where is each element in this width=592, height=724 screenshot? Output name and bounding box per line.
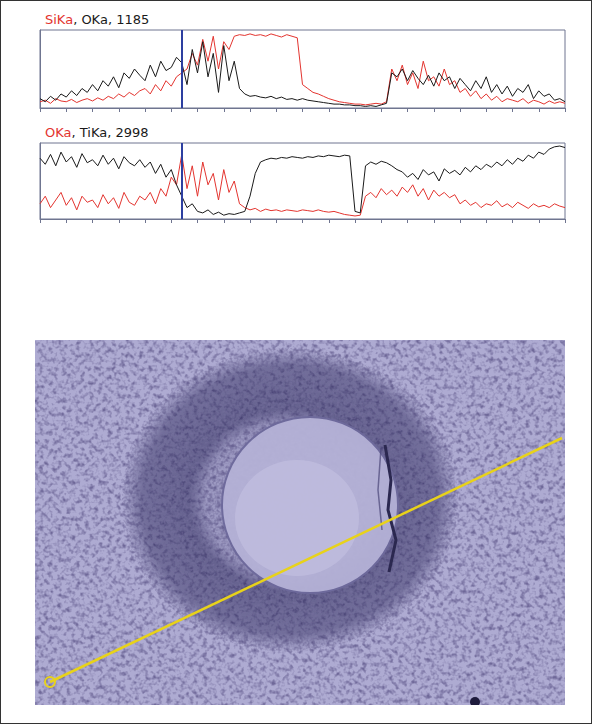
svg-text:2998: 2998 [115,125,148,140]
svg-text:,: , [71,125,79,140]
svg-text:OKa: OKa [81,12,108,27]
svg-text:1185: 1185 [116,12,149,27]
svg-text:SiKa: SiKa [45,12,73,27]
svg-text:OKa: OKa [45,125,72,140]
svg-text:TiKa: TiKa [79,125,107,140]
svg-text:,: , [73,12,81,27]
svg-text:,: , [108,12,116,27]
svg-text:,: , [107,125,115,140]
